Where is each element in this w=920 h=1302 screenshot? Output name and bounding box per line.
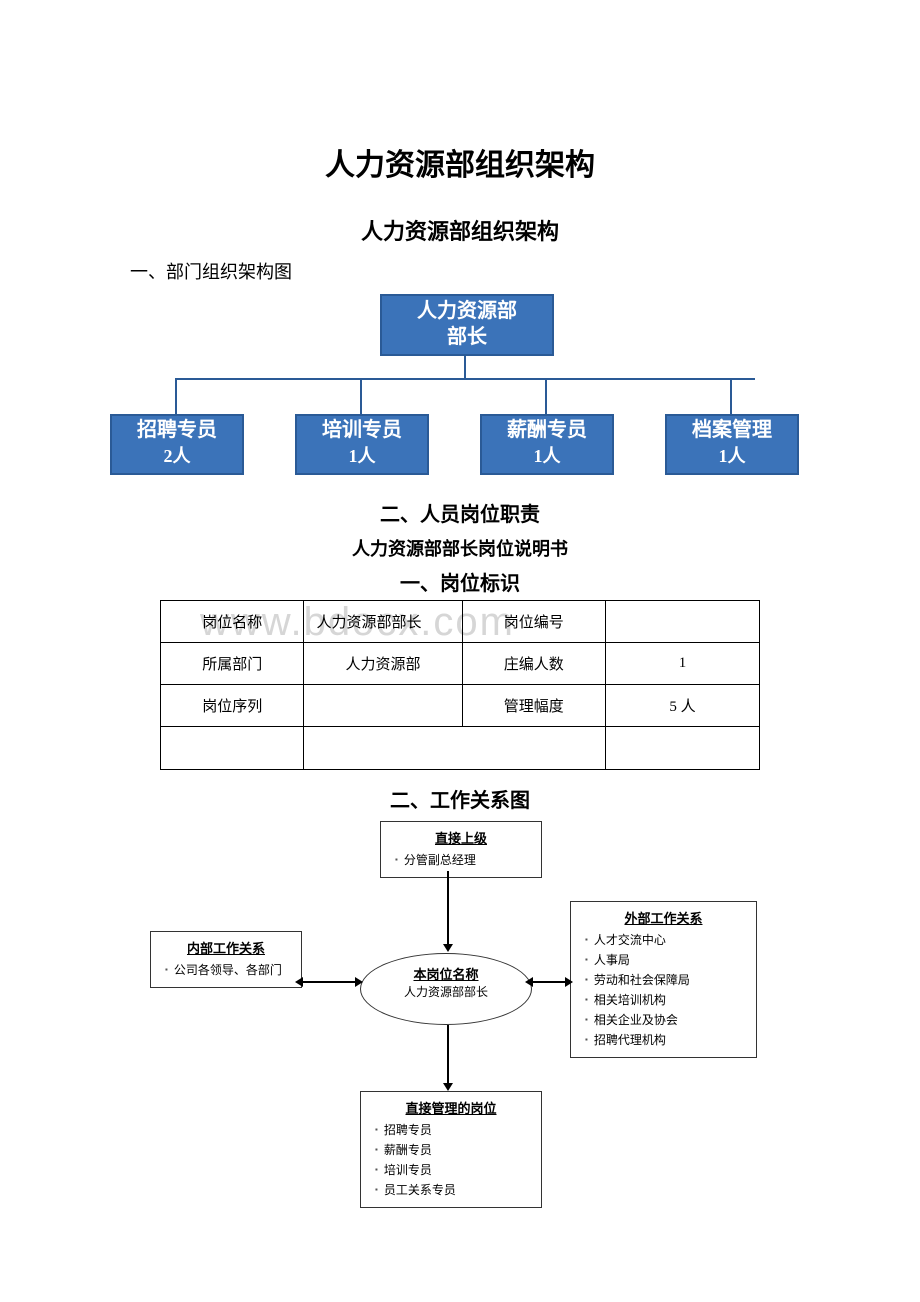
relation-arrow xyxy=(447,1025,449,1085)
org-child-label: 薪酬专员 xyxy=(507,419,587,441)
relation-diagram: 直接上级 分管副总经理 内部工作关系 公司各领导、各部门 外部工作关系 人才交流… xyxy=(150,821,770,1201)
org-root-node: 人力资源部 部长 xyxy=(380,294,554,356)
table-row: 所属部门 人力资源部 庄编人数 1 xyxy=(161,643,760,685)
org-child-node: 培训专员 1人 xyxy=(295,414,429,475)
list-item: 招聘代理机构 xyxy=(585,1031,746,1051)
table-cell: 人力资源部部长 xyxy=(304,601,462,643)
org-connector xyxy=(175,378,755,380)
table-cell: 庄编人数 xyxy=(462,643,605,685)
relation-right-box: 外部工作关系 人才交流中心 人事局 劳动和社会保障局 相关培训机构 相关企业及协… xyxy=(570,901,757,1058)
org-child-label: 培训专员 xyxy=(322,419,402,441)
table-cell xyxy=(304,727,606,770)
list-item: 培训专员 xyxy=(375,1161,531,1181)
relation-bottom-box: 直接管理的岗位 招聘专员 薪酬专员 培训专员 员工关系专员 xyxy=(360,1091,542,1208)
center-label: 人力资源部部长 xyxy=(404,985,488,999)
arrow-head-icon xyxy=(443,944,453,952)
box-title: 外部工作关系 xyxy=(581,908,746,927)
relation-center-node: 本岗位名称 人力资源部部长 xyxy=(360,953,532,1025)
org-child-label: 招聘专员 xyxy=(137,419,217,441)
table-cell xyxy=(304,685,462,727)
page-subtitle: 人力资源部组织架构 xyxy=(100,214,820,246)
section-2-sub-heading: 人力资源部部长岗位说明书 xyxy=(100,535,820,561)
list-item: 分管副总经理 xyxy=(395,851,531,871)
section-1-heading: 一、部门组织架构图 xyxy=(130,258,820,284)
org-chart: 人力资源部 部长 招聘专员 2人 培训专员 1人 薪酬专员 1人 档案管理 1人 xyxy=(110,294,810,484)
org-child-count: 1人 xyxy=(667,443,797,469)
box-title: 内部工作关系 xyxy=(161,938,291,957)
org-connector xyxy=(175,378,177,414)
arrow-head-icon xyxy=(295,977,303,987)
table-cell: 岗位名称 xyxy=(161,601,304,643)
list-item: 招聘专员 xyxy=(375,1121,531,1141)
table-cell: 所属部门 xyxy=(161,643,304,685)
list-item: 员工关系专员 xyxy=(375,1181,531,1201)
table-cell xyxy=(161,727,304,770)
org-child-count: 2人 xyxy=(112,443,242,469)
list-item: 薪酬专员 xyxy=(375,1141,531,1161)
org-child-count: 1人 xyxy=(297,443,427,469)
org-connector xyxy=(545,378,547,414)
org-child-node: 招聘专员 2人 xyxy=(110,414,244,475)
table-cell: 人力资源部 xyxy=(304,643,462,685)
table-row xyxy=(161,727,760,770)
table-cell xyxy=(606,727,760,770)
document-page: 人力资源部组织架构 人力资源部组织架构 一、部门组织架构图 人力资源部 部长 招… xyxy=(0,0,920,1241)
list-item: 人才交流中心 xyxy=(585,931,746,951)
table-cell: 管理幅度 xyxy=(462,685,605,727)
box-title: 直接管理的岗位 xyxy=(371,1098,531,1117)
section-2-rel-heading: 二、工作关系图 xyxy=(100,784,820,813)
relation-left-box: 内部工作关系 公司各领导、各部门 xyxy=(150,931,302,988)
table-row: 岗位序列 管理幅度 5 人 xyxy=(161,685,760,727)
arrow-head-icon xyxy=(525,977,533,987)
section-2-heading: 二、人员岗位职责 xyxy=(100,498,820,527)
arrow-head-icon xyxy=(443,1083,453,1091)
org-root-line1: 人力资源部 xyxy=(417,300,517,322)
table-cell: 岗位编号 xyxy=(462,601,605,643)
relation-arrow xyxy=(302,981,358,983)
table-row: 岗位名称 人力资源部部长 岗位编号 xyxy=(161,601,760,643)
org-connector xyxy=(360,378,362,414)
org-root-line2: 部长 xyxy=(447,326,487,348)
relation-arrow xyxy=(532,981,568,983)
table-cell: 岗位序列 xyxy=(161,685,304,727)
list-item: 相关企业及协会 xyxy=(585,1011,746,1031)
list-item: 相关培训机构 xyxy=(585,991,746,1011)
org-child-label: 档案管理 xyxy=(692,419,772,441)
arrow-head-icon xyxy=(355,977,363,987)
org-connector xyxy=(464,354,466,378)
org-child-node: 薪酬专员 1人 xyxy=(480,414,614,475)
page-title: 人力资源部组织架构 xyxy=(100,140,820,184)
table-cell: 1 xyxy=(606,643,760,685)
arrow-head-icon xyxy=(565,977,573,987)
org-child-node: 档案管理 1人 xyxy=(665,414,799,475)
table-cell xyxy=(606,601,760,643)
job-id-table: 岗位名称 人力资源部部长 岗位编号 所属部门 人力资源部 庄编人数 1 岗位序列… xyxy=(160,600,760,770)
table-cell: 5 人 xyxy=(606,685,760,727)
org-child-count: 1人 xyxy=(482,443,612,469)
org-connector xyxy=(730,378,732,414)
relation-top-box: 直接上级 分管副总经理 xyxy=(380,821,542,878)
list-item: 劳动和社会保障局 xyxy=(585,971,746,991)
relation-arrow xyxy=(447,871,449,946)
list-item: 人事局 xyxy=(585,951,746,971)
section-2-id-heading: 一、岗位标识 xyxy=(100,567,820,596)
list-item: 公司各领导、各部门 xyxy=(165,961,291,981)
box-title: 直接上级 xyxy=(391,828,531,847)
box-title: 本岗位名称 xyxy=(361,964,531,983)
